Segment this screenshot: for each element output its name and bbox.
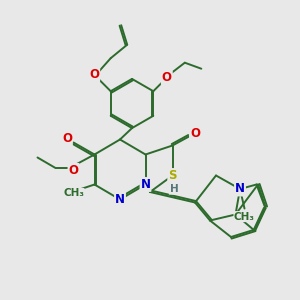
Text: O: O bbox=[68, 164, 79, 177]
Text: O: O bbox=[62, 132, 72, 146]
Text: O: O bbox=[89, 68, 99, 81]
Text: O: O bbox=[190, 127, 200, 140]
Text: N: N bbox=[115, 193, 125, 206]
Text: H: H bbox=[169, 184, 178, 194]
Text: O: O bbox=[162, 71, 172, 84]
Text: CH₃: CH₃ bbox=[234, 212, 255, 222]
Text: N: N bbox=[140, 178, 151, 191]
Text: CH₃: CH₃ bbox=[63, 188, 84, 199]
Text: N: N bbox=[235, 182, 245, 196]
Text: S: S bbox=[168, 169, 177, 182]
